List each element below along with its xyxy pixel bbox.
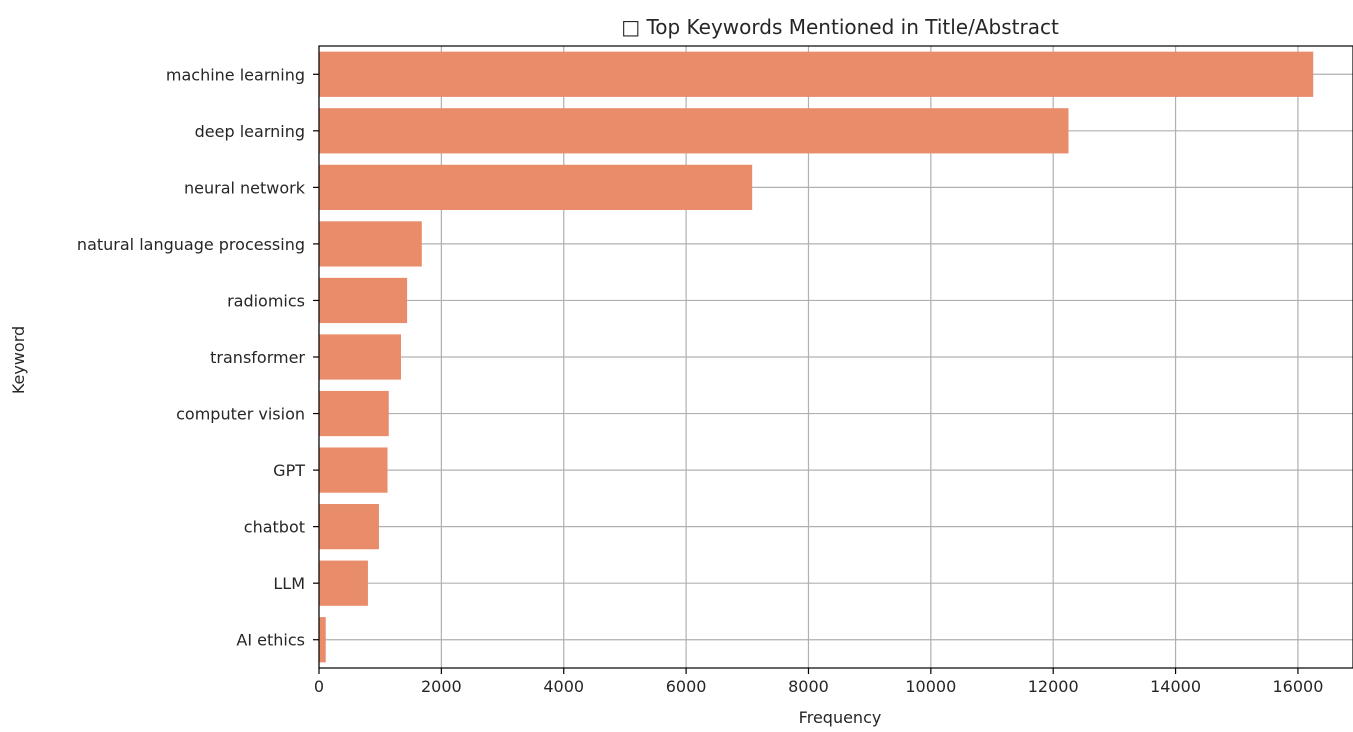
x-tick-label: 16000 [1272, 677, 1323, 696]
bar [319, 617, 326, 663]
bars [319, 51, 1314, 663]
y-tick-label: deep learning [195, 122, 305, 141]
bar [319, 447, 388, 493]
x-tick-label: 14000 [1150, 677, 1201, 696]
y-tick-label: computer vision [176, 405, 305, 424]
chart-title: □ Top Keywords Mentioned in Title/Abstra… [621, 15, 1059, 39]
y-axis-label: Keyword [9, 326, 28, 394]
bar [319, 221, 422, 267]
bar [319, 108, 1069, 154]
y-tick-label: natural language processing [77, 235, 305, 254]
bar [319, 390, 389, 437]
y-tick-label: machine learning [166, 65, 305, 84]
bar [319, 164, 753, 210]
x-tick-label: 6000 [666, 677, 707, 696]
y-tick-label: GPT [273, 461, 305, 480]
bar [319, 277, 408, 324]
bar [319, 504, 379, 550]
x-tick-label: 12000 [1028, 677, 1079, 696]
x-tick-label: 0 [314, 677, 324, 696]
bar [319, 51, 1314, 97]
y-tick-label: radiomics [227, 291, 305, 310]
x-axis-ticks: 0 2000 4000 6000 8000 10000 12000 14000 16000 [314, 668, 1323, 696]
bar [319, 560, 368, 606]
y-tick-label: AI ethics [236, 631, 305, 650]
x-tick-label: 2000 [421, 677, 462, 696]
x-tick-label: 4000 [543, 677, 584, 696]
x-tick-label: 8000 [788, 677, 829, 696]
x-axis-label: Frequency [799, 708, 882, 727]
y-tick-label: transformer [210, 348, 305, 367]
y-tick-label: neural network [184, 178, 306, 197]
bar [319, 334, 401, 380]
y-axis-ticks: machine learning deep learning neural netw… [77, 65, 319, 650]
x-tick-label: 10000 [905, 677, 956, 696]
y-tick-label: chatbot [244, 518, 305, 537]
y-tick-label: LLM [273, 574, 305, 593]
